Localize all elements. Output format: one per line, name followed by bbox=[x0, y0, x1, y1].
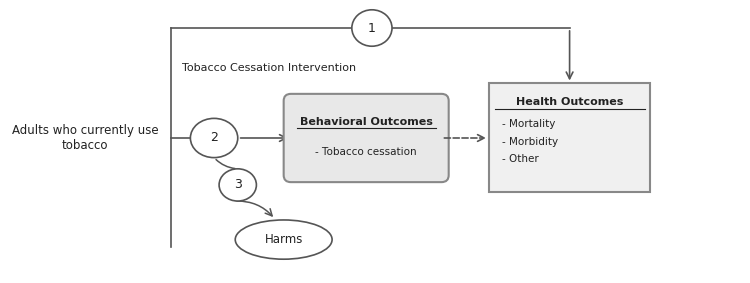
Text: Tobacco Cessation Intervention: Tobacco Cessation Intervention bbox=[182, 63, 356, 73]
Ellipse shape bbox=[352, 10, 392, 46]
Text: 1: 1 bbox=[368, 22, 376, 35]
Ellipse shape bbox=[219, 169, 257, 201]
Text: Health Outcomes: Health Outcomes bbox=[516, 97, 623, 107]
Text: - Mortality
- Morbidity
- Other: - Mortality - Morbidity - Other bbox=[502, 119, 558, 164]
Text: Adults who currently use
tobacco: Adults who currently use tobacco bbox=[11, 124, 158, 152]
Text: Harms: Harms bbox=[265, 233, 303, 246]
Text: 3: 3 bbox=[234, 179, 242, 191]
Ellipse shape bbox=[190, 118, 238, 158]
Text: Behavioral Outcomes: Behavioral Outcomes bbox=[300, 117, 433, 127]
FancyBboxPatch shape bbox=[489, 83, 650, 192]
Text: 2: 2 bbox=[210, 132, 218, 145]
Ellipse shape bbox=[236, 220, 332, 259]
FancyBboxPatch shape bbox=[284, 94, 448, 182]
Text: - Tobacco cessation: - Tobacco cessation bbox=[315, 147, 417, 157]
